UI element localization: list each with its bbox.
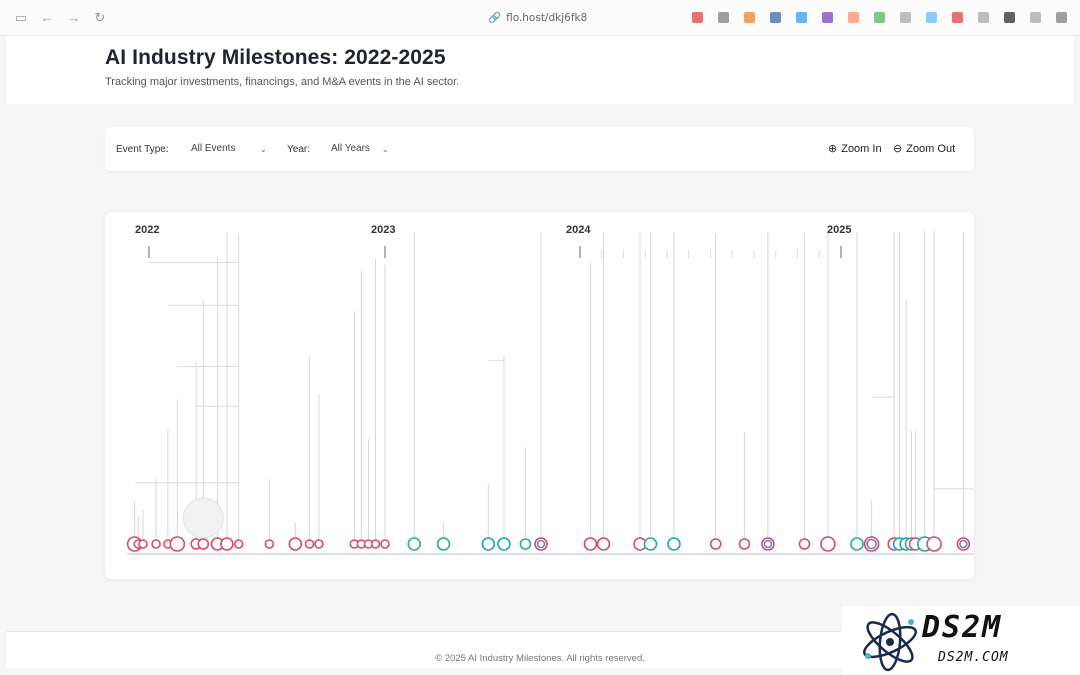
extension-icon[interactable] (900, 12, 911, 23)
extension-icon[interactable] (744, 12, 755, 23)
event-marker[interactable] (596, 537, 611, 551)
event-marker[interactable] (169, 536, 186, 552)
extension-icon[interactable] (952, 12, 963, 23)
watermark-domain: DS2M.COM (938, 650, 1009, 665)
event-marker[interactable] (314, 539, 324, 549)
event-marker[interactable] (197, 538, 210, 550)
event-marker[interactable] (288, 537, 303, 551)
link-icon: 🔗 (488, 12, 502, 24)
extension-icon[interactable] (1004, 12, 1015, 23)
filter-bar: Event Type: All Events ⌄ Year: All Years… (105, 127, 974, 171)
watermark-title: DS2M (922, 610, 1003, 645)
zoom-out-label: Zoom Out (906, 143, 956, 155)
event-marker[interactable] (850, 537, 864, 551)
zoom-in-label: Zoom In (841, 143, 882, 155)
page: AI Industry Milestones: 2022-2025 Tracki… (6, 36, 1074, 668)
year-label-2025: 2025 (827, 224, 852, 236)
event-marker[interactable] (926, 536, 942, 552)
zoom-out-button[interactable]: ⊖ Zoom Out (893, 137, 955, 161)
event-marker[interactable] (738, 538, 751, 550)
footer-copyright: © 2025 AI Industry Milestones. All right… (435, 653, 645, 664)
event-marker[interactable] (436, 537, 451, 551)
year-label-2024: 2024 (566, 224, 591, 236)
forward-icon[interactable]: → (67, 10, 81, 25)
extension-icon[interactable] (926, 12, 937, 23)
page-subtitle: Tracking major investments, financings, … (105, 76, 460, 88)
event-type-select[interactable]: All Events ⌄ (185, 137, 271, 161)
hover-highlight (182, 497, 224, 539)
event-marker[interactable] (519, 538, 532, 550)
event-marker[interactable] (233, 539, 244, 549)
extension-icon[interactable] (770, 12, 781, 23)
zoom-in-icon: ⊕ (828, 143, 838, 155)
event-marker[interactable] (264, 539, 275, 549)
year-label-2022: 2022 (135, 224, 160, 236)
event-marker[interactable] (863, 536, 880, 552)
extension-icon[interactable] (1056, 12, 1067, 23)
event-marker[interactable] (667, 537, 681, 551)
event-marker[interactable] (709, 538, 722, 550)
event-marker[interactable] (407, 537, 422, 551)
reload-icon[interactable]: ↻ (94, 10, 106, 25)
extension-icon[interactable] (822, 12, 833, 23)
extension-icon[interactable] (848, 12, 859, 23)
event-marker[interactable] (534, 537, 548, 551)
zoom-in-button[interactable]: ⊕ Zoom In (828, 137, 882, 161)
extension-icon[interactable] (978, 12, 989, 23)
year-label: Year: (287, 144, 310, 155)
event-marker[interactable] (497, 537, 511, 551)
event-marker[interactable] (761, 537, 775, 551)
extension-icon[interactable] (692, 12, 703, 23)
event-marker[interactable] (643, 537, 658, 551)
page-header: AI Industry Milestones: 2022-2025 Tracki… (6, 36, 1074, 104)
event-marker[interactable] (370, 539, 381, 549)
browser-toolbar: ▭ ← → ↻ 🔗 flo.host/dkj6fk8 (0, 0, 1080, 36)
year-label-2023: 2023 (371, 224, 396, 236)
timeline-svg (126, 231, 974, 555)
address-text: flo.host/dkj6fk8 (506, 12, 588, 24)
event-marker[interactable] (583, 537, 598, 551)
zoom-out-icon: ⊖ (893, 143, 903, 155)
extension-icon[interactable] (796, 12, 807, 23)
extension-icon[interactable] (874, 12, 885, 23)
chevron-down-icon: ⌄ (381, 144, 389, 154)
year-value: All Years (331, 143, 370, 154)
event-marker[interactable] (798, 538, 811, 550)
chevron-down-icon: ⌄ (259, 144, 267, 154)
address-bar[interactable]: 🔗 flo.host/dkj6fk8 (488, 11, 587, 24)
event-marker[interactable] (956, 537, 971, 551)
watermark-logo: DS2M DS2M.COM (842, 606, 1080, 675)
back-icon[interactable]: ← (40, 10, 54, 25)
page-title: AI Industry Milestones: 2022-2025 (105, 46, 446, 69)
event-marker[interactable] (380, 539, 390, 549)
timeline-chart: 2022 2023 2024 2025 (105, 212, 974, 579)
year-select[interactable]: All Years ⌄ (325, 137, 393, 161)
extension-icon[interactable] (718, 12, 729, 23)
event-marker[interactable] (138, 539, 148, 549)
event-marker[interactable] (820, 536, 836, 552)
event-marker[interactable] (481, 537, 496, 551)
event-type-label: Event Type: (116, 144, 169, 155)
event-marker[interactable] (304, 539, 315, 549)
atom-logo-icon (863, 612, 917, 672)
sidebar-toggle-icon[interactable]: ▭ (14, 10, 28, 25)
event-marker[interactable] (220, 537, 234, 551)
event-marker[interactable] (151, 539, 161, 549)
extension-icon[interactable] (1030, 12, 1041, 23)
event-type-value: All Events (191, 143, 236, 154)
